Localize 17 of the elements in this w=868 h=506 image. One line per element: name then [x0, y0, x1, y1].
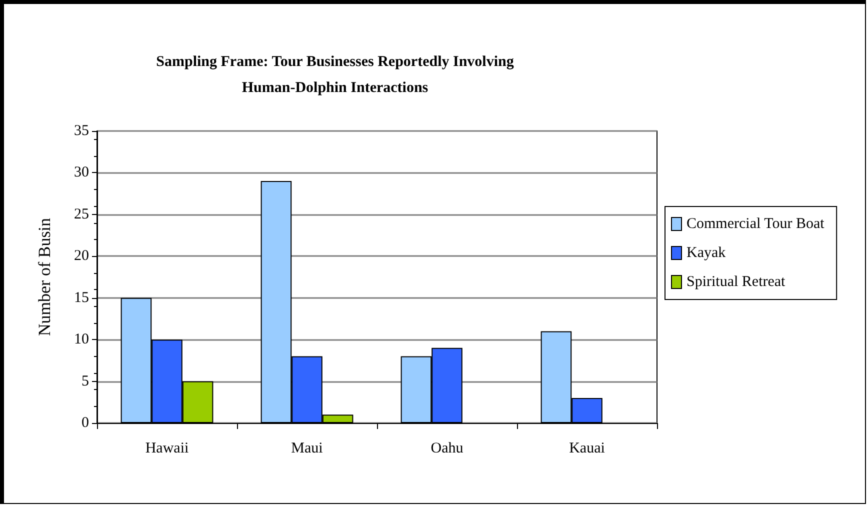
- y-tick-label: 10: [74, 332, 89, 348]
- legend-label: Spiritual Retreat: [686, 274, 786, 290]
- legend-label: Commercial Tour Boat: [686, 216, 826, 232]
- y-tick-label: 5: [82, 373, 89, 390]
- y-tick-label: 15: [74, 290, 89, 306]
- x-tick-label: Hawaii: [145, 440, 189, 456]
- y-tick-label: 25: [74, 206, 89, 222]
- x-tick-label: Kauai: [569, 440, 605, 456]
- y-tick-label: 30: [74, 164, 89, 181]
- chart-title: Sampling Frame: Tour Businesses Reportedly Involving Human-Dolphin Interactions: [156, 54, 514, 96]
- x-tick-label: Oahu: [430, 440, 464, 456]
- y-tick-label: 0: [82, 415, 89, 431]
- legend-label: Kayak: [686, 245, 726, 261]
- y-tick-label: 20: [74, 248, 89, 264]
- x-tick-label: Maui: [291, 440, 323, 456]
- y-axis-title: Number of Busin: [35, 217, 54, 336]
- y-tick-label: 35: [74, 123, 89, 139]
